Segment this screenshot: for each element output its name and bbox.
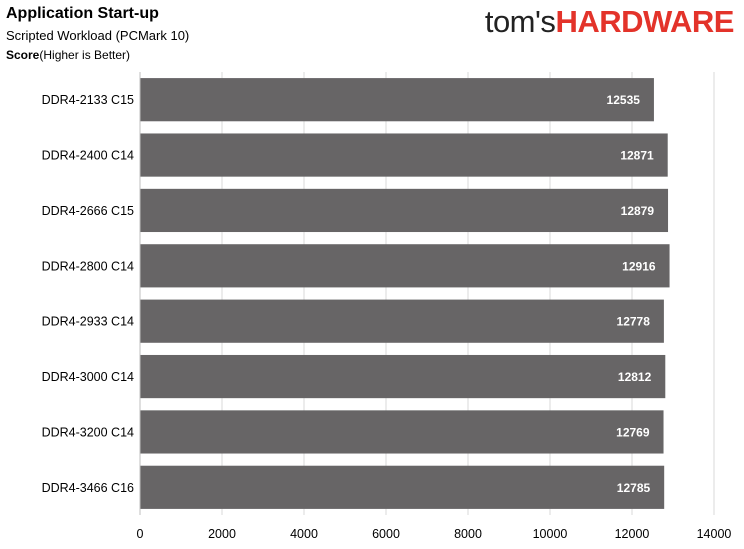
category-labels: DDR4-2133 C15 DDR4-2400 C14 DDR4-2666 C15 D… (42, 93, 134, 495)
value-label: 12879 (621, 204, 655, 218)
bar (140, 133, 668, 177)
x-tick-label: 10000 (533, 527, 568, 541)
x-tick-label: 4000 (290, 527, 318, 541)
bar (140, 410, 664, 454)
category-label: DDR4-3466 C16 (42, 481, 134, 495)
category-label: DDR4-2933 C14 (42, 315, 134, 329)
logo-part-toms: tom's (484, 4, 556, 39)
chart-title: Application Start-up (6, 5, 159, 22)
x-tick-label: 14000 (697, 527, 732, 541)
bar (140, 244, 670, 288)
x-tick-label: 0 (137, 527, 144, 541)
score-label: Score (6, 48, 40, 62)
chart-subtitle: Scripted Workload (PCMark 10) (6, 28, 190, 43)
bar (140, 465, 665, 509)
x-tick-label: 12000 (615, 527, 650, 541)
value-label: 12535 (607, 93, 641, 107)
category-label: DDR4-2133 C15 (42, 93, 134, 107)
score-note: (Higher is Better) (39, 48, 131, 62)
x-tick-label: 6000 (372, 527, 400, 541)
value-label: 12778 (617, 315, 651, 329)
toms-hardware-logo: tom'sHARDWARE (484, 4, 735, 40)
x-axis-ticks: 0 2000 4000 6000 8000 10000 12000 14000 (137, 527, 732, 541)
bar (140, 354, 666, 399)
bar (140, 188, 669, 233)
score-caption: Score(Higher is Better) (6, 48, 130, 62)
value-label: 12769 (616, 425, 650, 439)
bar (140, 78, 654, 122)
value-label: 12812 (618, 370, 652, 384)
x-tick-label: 2000 (208, 527, 236, 541)
bar (140, 299, 664, 343)
logo-part-hardware: HARDWARE (555, 4, 734, 39)
value-label: 12785 (617, 481, 651, 495)
x-tick-label: 8000 (454, 527, 482, 541)
category-label: DDR4-2400 C14 (42, 149, 134, 163)
category-label: DDR4-3200 C14 (42, 425, 134, 439)
category-label: DDR4-2800 C14 (42, 259, 134, 273)
value-labels: 12535 12871 12879 12916 12778 12812 12769 12785 (607, 93, 656, 495)
bars (140, 78, 670, 509)
category-label: DDR4-2666 C15 (42, 204, 134, 218)
value-label: 12871 (620, 149, 654, 163)
value-label: 12916 (622, 259, 656, 273)
category-label: DDR4-3000 C14 (42, 370, 134, 384)
